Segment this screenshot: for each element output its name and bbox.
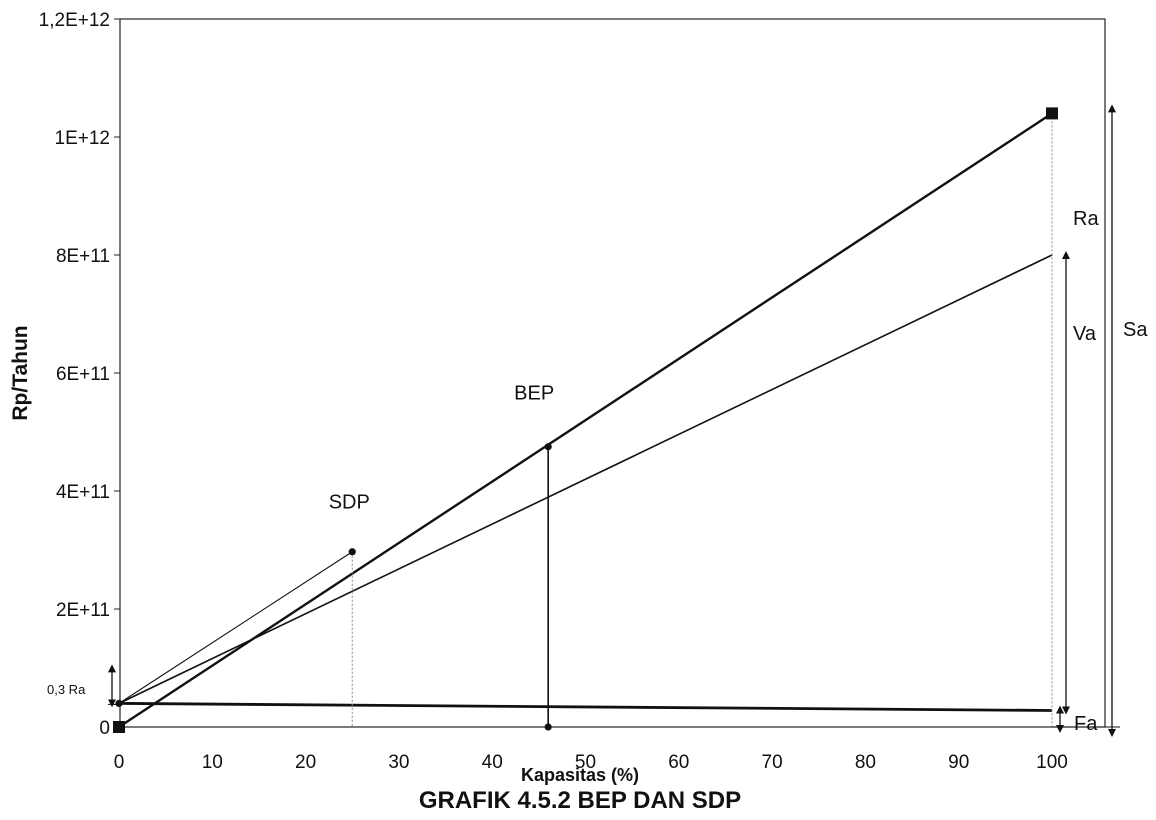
x-tick-label: 80 [855,752,876,773]
point-sdp-point [348,548,356,556]
annotation-ra: Ra [1073,208,1099,230]
annotation-fa: Fa [1074,713,1098,735]
chart-title: GRAFIK 4.5.2 BEP DAN SDP [419,787,741,814]
x-tick-labels: 0 10 20 30 40 50 60 70 80 90 100 [114,752,1068,773]
x-tick-label: 50 [575,752,596,773]
y-tick-label: 0 [99,718,110,739]
x-tick-label: 30 [388,752,409,773]
y-tick-label: 6E+11 [56,364,110,385]
annotations: SDP BEP Ra Va Sa Fa 0,3 Ra [47,208,1148,735]
annotation-va: Va [1073,323,1097,345]
series-line-fa [118,702,1053,712]
y-tick-label: 2E+11 [56,600,110,621]
x-tick-label: 70 [762,752,783,773]
x-tick-label: 10 [202,752,223,773]
annotation-bep: BEP [514,383,554,405]
annotation-sdp: SDP [329,492,370,514]
series-lines [118,112,1053,729]
annotation-sa: Sa [1123,319,1148,341]
x-tick-label: 100 [1036,752,1068,773]
y-axis-label: Rp/Tahun [9,325,32,420]
x-tick-label: 60 [668,752,689,773]
point-bep-base [544,723,552,731]
y-tick-label: 4E+11 [56,482,110,503]
point-sa-start [113,721,125,733]
series-line-va [118,254,1053,705]
x-tick-label: 20 [295,752,316,773]
x-tick-label: 90 [948,752,969,773]
plot-area-frame [119,18,1106,728]
y-tick-labels: 0 2E+11 4E+11 6E+11 8E+11 1E+12 1,2E+12 [39,10,120,739]
point-sa-end [1046,107,1058,120]
point-fa-start [115,699,123,708]
y-tick-label: 1,2E+12 [39,10,110,31]
y-tick-label: 8E+11 [56,246,110,267]
point-bep-point [544,443,552,451]
x-axis-label: Kapasitas (%) [521,765,639,785]
series-line-sa [118,112,1053,729]
series-line-sdp-line [118,551,353,704]
y-tick-label: 1E+12 [55,128,110,149]
x-tick-label: 0 [114,752,125,773]
annotation-ra03: 0,3 Ra [47,682,86,697]
dimension-arrows [108,104,1120,737]
data-points [113,107,1058,733]
x-tick-label: 40 [482,752,503,773]
